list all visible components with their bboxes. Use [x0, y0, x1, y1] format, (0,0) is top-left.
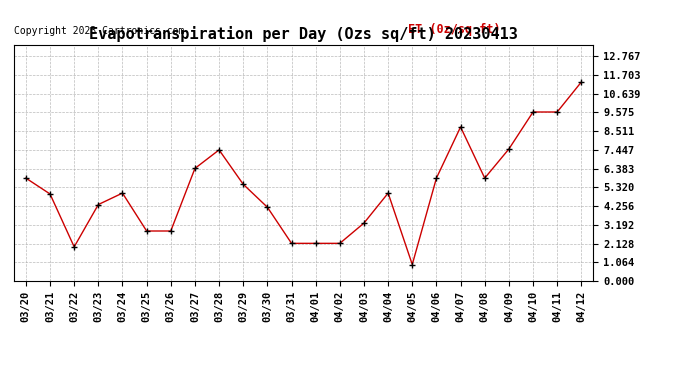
Title: Evapotranspiration per Day (Ozs sq/ft) 20230413: Evapotranspiration per Day (Ozs sq/ft) 2…	[89, 27, 518, 42]
Text: ET (0z/sq ft): ET (0z/sq ft)	[408, 22, 500, 36]
Text: Copyright 2023 Cartronics.com: Copyright 2023 Cartronics.com	[14, 26, 184, 36]
